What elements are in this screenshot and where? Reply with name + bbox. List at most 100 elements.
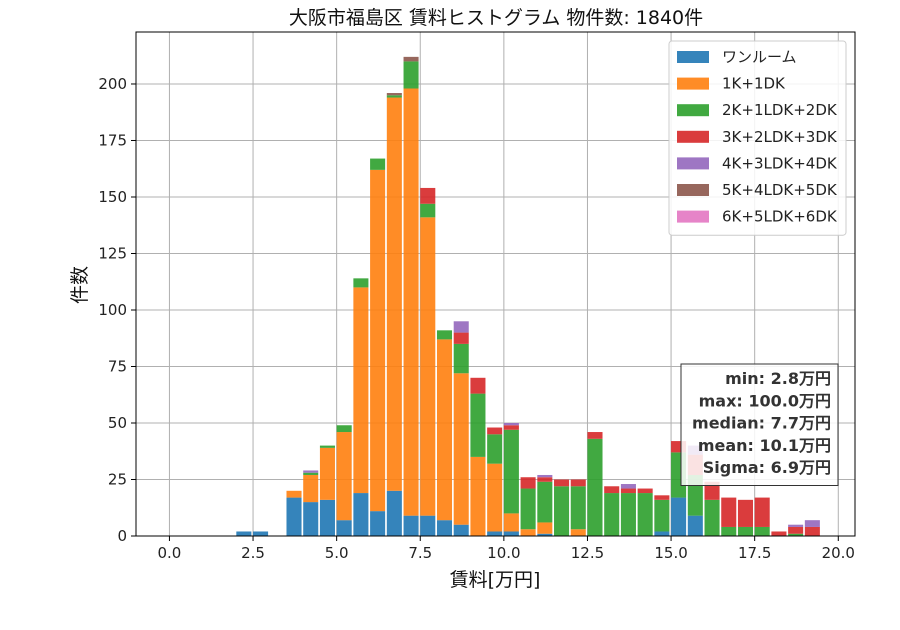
bar-segment (788, 524, 804, 527)
bar-segment (386, 490, 402, 536)
legend-swatch (677, 51, 709, 63)
chart-title: 大阪市福島区 賃料ヒストグラム 物件数: 1840件 (289, 7, 703, 29)
stats-box: min: 2.8万円 max: 100.0万円 median: 7.7万円 mean:… (680, 363, 839, 486)
stats-line: median: 7.7万円 (692, 414, 831, 433)
bar-segment (537, 481, 553, 523)
x-tick-label: 5.0 (325, 544, 349, 562)
bar-segment (737, 526, 754, 536)
bar-segment (788, 533, 804, 536)
stats-line: Sigma: 6.9万円 (703, 458, 831, 477)
bar-segment (737, 499, 754, 527)
bar-segment (370, 158, 386, 170)
bar-segment (420, 203, 436, 218)
legend-box (668, 40, 847, 236)
legend-label: 2K+1LDK+2DK (722, 101, 838, 119)
bar-segment (386, 97, 402, 491)
x-tick-label: 7.5 (408, 544, 432, 562)
bar-segment (487, 463, 503, 532)
bar-segment (353, 493, 369, 536)
bar-segment (520, 529, 536, 536)
bar-segment (570, 529, 586, 536)
legend-swatch (677, 130, 709, 143)
bar-segment (654, 531, 670, 536)
bar-segment (420, 217, 436, 516)
bar-segment (420, 187, 436, 204)
legend-swatch (677, 104, 709, 117)
x-tick-label: 10.0 (487, 544, 520, 562)
y-axis-label: 件数 (69, 266, 91, 304)
bar-segment (453, 332, 469, 344)
bar-segment (336, 432, 352, 521)
bar-segment (654, 495, 670, 500)
bar-segment (353, 287, 369, 494)
bar-segment (319, 445, 335, 448)
bar-segment (503, 425, 519, 430)
bar-segment (487, 531, 503, 536)
y-tick-label: 25 (108, 470, 127, 488)
bar-segment (570, 479, 586, 487)
bar-segment (453, 343, 469, 374)
bar-segment (503, 429, 519, 514)
x-tick-label: 15.0 (654, 544, 687, 562)
legend-label: ワンルーム (722, 48, 797, 66)
bar-segment (604, 486, 620, 494)
bar-segment (804, 520, 820, 527)
bar-segment (403, 61, 419, 89)
bar-segment (771, 531, 787, 536)
bar-segment (788, 526, 804, 534)
bar-segment (754, 526, 770, 536)
bar-segment (453, 321, 469, 333)
bar-segment (503, 513, 519, 532)
bar-segment (554, 479, 570, 487)
bar-segment (520, 488, 536, 530)
bar-segment (436, 339, 453, 521)
legend-swatch (677, 210, 709, 223)
bar-segment (286, 497, 302, 536)
bar-segment (303, 472, 319, 475)
bar-segment (370, 511, 386, 536)
stats-line: min: 2.8万円 (725, 369, 831, 388)
bar-segment (587, 438, 603, 536)
bar-segment (487, 427, 503, 435)
bar-segment (370, 169, 386, 512)
bar-segment (420, 515, 436, 536)
bar-segment (336, 425, 352, 433)
legend-label: 6K+5LDK+6DK (722, 208, 838, 226)
x-tick-label: 20.0 (822, 544, 855, 562)
bar-segment (286, 490, 302, 498)
bar-segment (319, 499, 335, 536)
bar-segment (587, 432, 603, 439)
bar-segment (303, 470, 319, 473)
bar-segment (503, 531, 519, 536)
bar-segment (470, 393, 486, 457)
bar-segment (336, 520, 352, 536)
y-tick-label: 125 (98, 244, 127, 262)
bar-segment (453, 524, 469, 536)
bar-segment (319, 447, 335, 500)
bar-segment (236, 531, 252, 536)
bar-segment (537, 533, 553, 536)
bar-segment (436, 520, 453, 536)
bar-segment (620, 493, 636, 536)
bar-segment (637, 493, 653, 536)
y-tick-label: 50 (108, 414, 127, 432)
x-axis-label: 賃料[万円] (450, 569, 541, 591)
legend-swatch (677, 184, 709, 196)
legend-label: 1K+1DK (722, 75, 786, 93)
y-tick-label: 150 (98, 188, 127, 206)
legend-swatch (677, 157, 709, 170)
bar-segment (537, 522, 553, 534)
bar-segment (386, 93, 402, 96)
bar-segment (604, 493, 620, 536)
bar-segment (487, 434, 503, 464)
legend: ワンルーム 1K+1DK 2K+1LDK+2DK 3K+2LDK+3DK 4K+3LDK… (668, 40, 847, 236)
x-tick-label: 12.5 (571, 544, 604, 562)
bar-segment (671, 441, 687, 453)
bar-segment (721, 497, 737, 527)
bar-segment (687, 515, 703, 536)
x-tick-label: 17.5 (738, 544, 771, 562)
bar-segment (403, 88, 419, 516)
bar-segment (671, 497, 687, 536)
y-tick-label: 0 (117, 527, 127, 545)
bar-segment (403, 515, 419, 536)
